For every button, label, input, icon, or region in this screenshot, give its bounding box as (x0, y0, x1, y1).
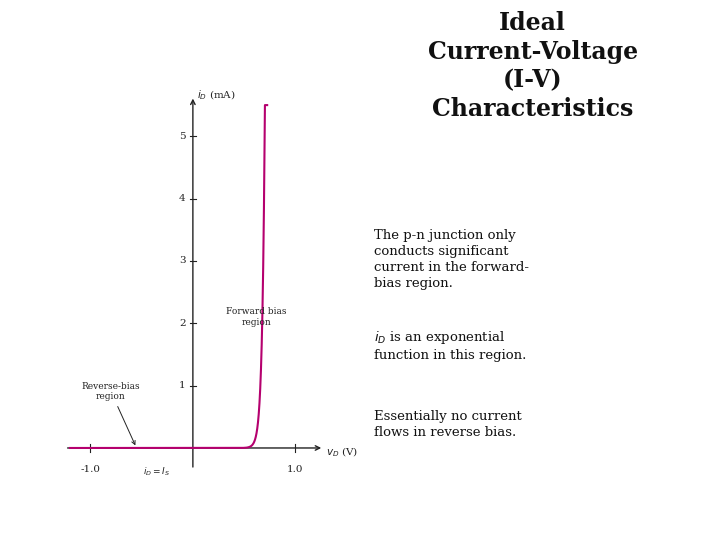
Text: Neamen: Neamen (29, 510, 94, 524)
Text: Reverse-bias
region: Reverse-bias region (81, 382, 140, 444)
Text: 1.0: 1.0 (287, 465, 304, 475)
Text: 4: 4 (179, 194, 186, 203)
Text: $i_D$ (mA): $i_D$ (mA) (197, 89, 235, 102)
Text: The p-n junction only
conducts significant
current in the forward-
bias region.: The p-n junction only conducts significa… (374, 230, 528, 291)
Text: Essentially no current
flows in reverse bias.: Essentially no current flows in reverse … (374, 410, 521, 439)
Text: McGraw-Hill: McGraw-Hill (320, 521, 400, 534)
Text: Ideal
Current-Voltage
(I-V)
Characteristics: Ideal Current-Voltage (I-V) Characterist… (428, 11, 638, 121)
Text: Chapter 1-20: Chapter 1-20 (598, 510, 691, 524)
Text: 1: 1 (179, 381, 186, 390)
Text: $i_D$ is an exponential
function in this region.: $i_D$ is an exponential function in this… (374, 329, 526, 362)
Text: 5: 5 (179, 132, 186, 141)
Text: -1.0: -1.0 (81, 465, 100, 475)
Text: $i_D = I_S$: $i_D = I_S$ (143, 465, 171, 478)
Text: 2: 2 (179, 319, 186, 328)
Text: $v_D$ (V): $v_D$ (V) (326, 445, 359, 458)
Text: Microelectronics, 4e: Microelectronics, 4e (295, 505, 425, 518)
Text: 3: 3 (179, 256, 186, 266)
Text: Forward bias
region: Forward bias region (226, 307, 287, 327)
